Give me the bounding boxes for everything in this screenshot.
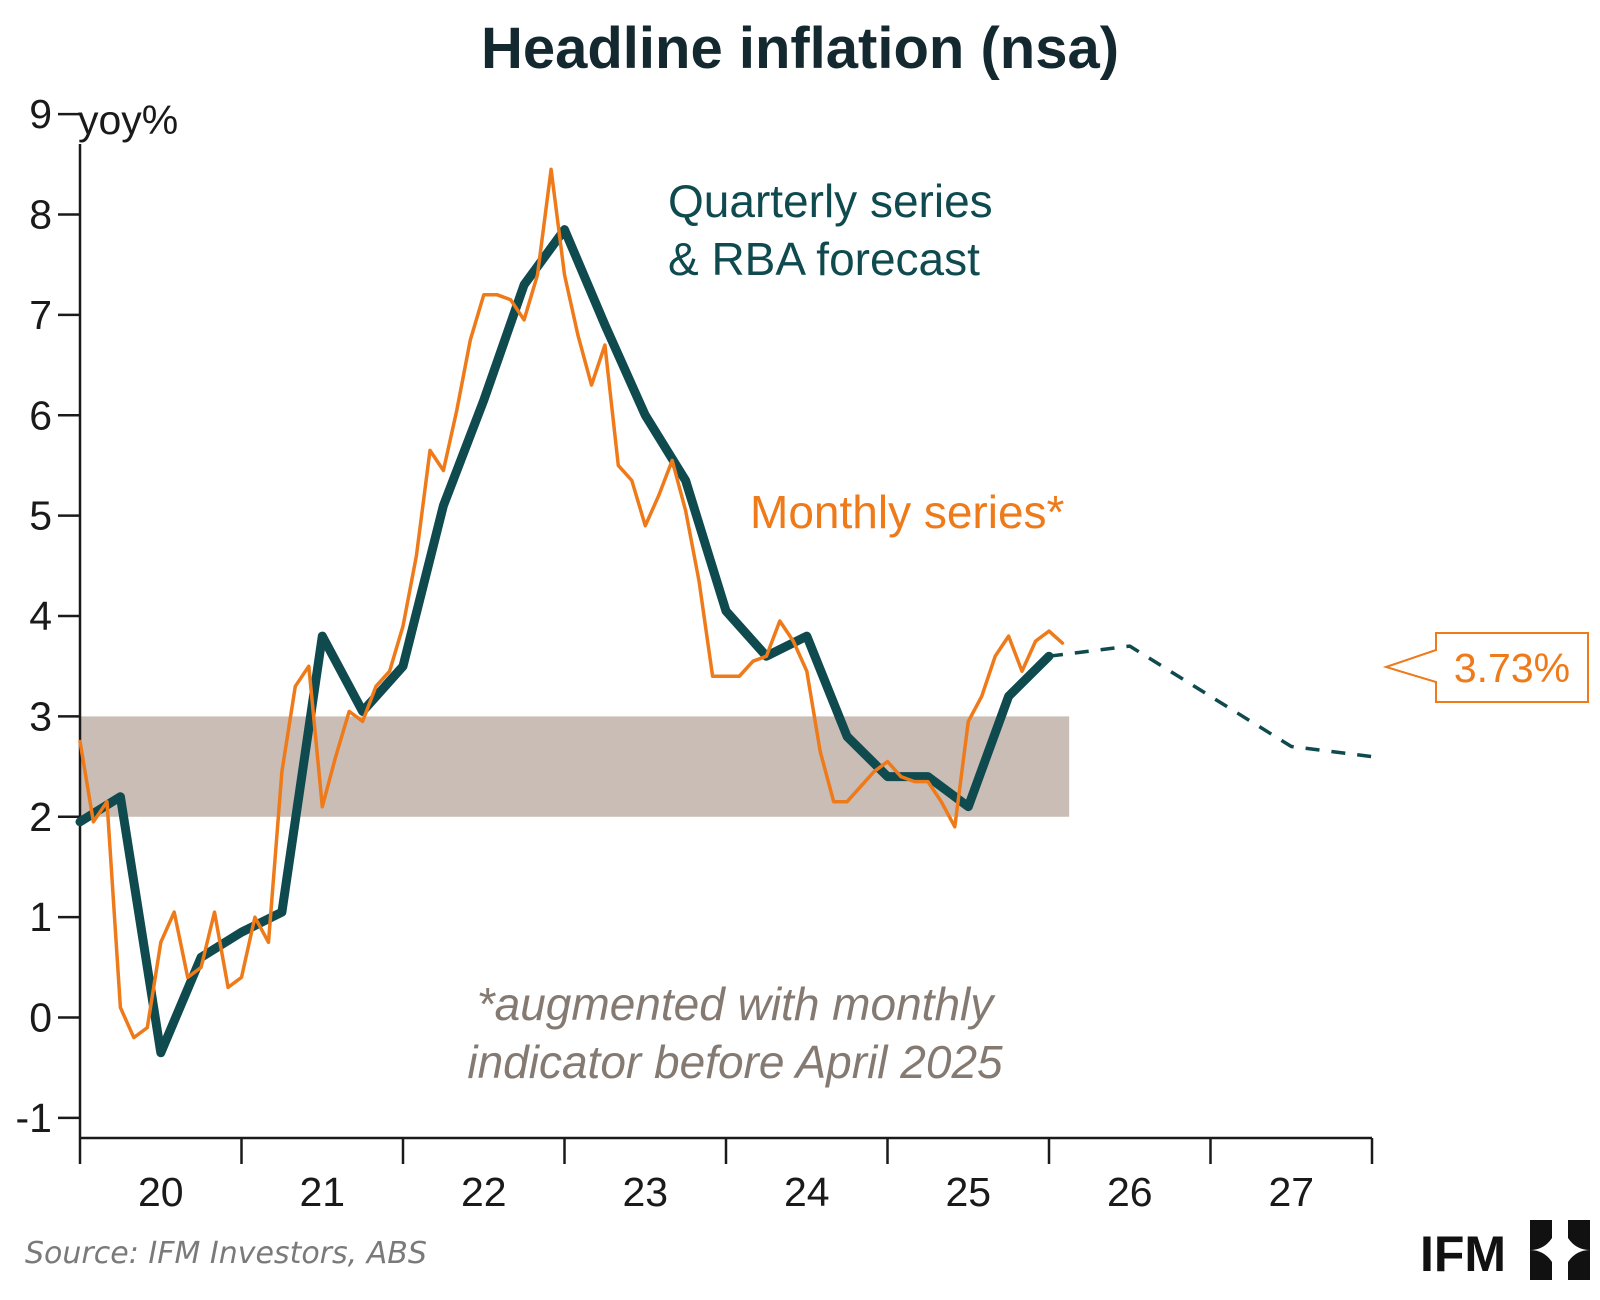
chart-title: Headline inflation (nsa) [481,16,1119,81]
y-axis-unit: yoy% [78,97,178,143]
y-tick-label: 9 [29,91,52,137]
y-tick-label: 1 [29,894,52,940]
monthly-series-line [78,167,1065,1040]
y-tick-label: 6 [29,392,52,438]
target-band [80,716,1070,817]
x-tick-label: 27 [1268,1169,1314,1215]
note-line1: *augmented with monthly [477,978,997,1030]
series-layer [75,167,1373,1058]
y-tick-label: 0 [29,995,52,1041]
x-tick-label: 25 [945,1169,991,1215]
x-tick-label: 21 [299,1169,345,1215]
y-tick-label: 4 [29,593,52,639]
y-tick-label: 5 [29,493,52,539]
logo-text: IFM [1420,1226,1506,1282]
quarterly-annotation-line1: Quarterly series [668,175,993,227]
quarterly-annotation-line2: & RBA forecast [668,233,980,285]
monthly-annotation: Monthly series* [750,486,1065,538]
x-tick-label: 26 [1107,1169,1153,1215]
x-tick-label: 24 [784,1169,830,1215]
y-tick-label: -1 [16,1095,52,1141]
latest-value-callout: 3.73% [1382,632,1589,703]
quarterly-series-line [75,225,1054,1058]
y-tick-label: 8 [29,191,52,237]
callout-box [1382,632,1589,703]
callout-value: 3.73% [1454,645,1570,691]
x-tick-label: 22 [461,1169,507,1215]
ifm-logo: IFM [1420,1220,1590,1282]
target-band-layer [80,716,1070,817]
y-tick-label: 2 [29,794,52,840]
y-tick-label: 3 [29,693,52,739]
logo-mark-icon [1530,1220,1590,1280]
note-line2: indicator before April 2025 [467,1036,1003,1088]
source-note: Source: IFM Investors, ABS [25,1236,427,1271]
rba-forecast-line [1048,644,1373,759]
x-tick-label: 23 [622,1169,668,1215]
x-tick-label: 20 [138,1169,184,1215]
y-tick-label: 7 [29,292,52,338]
